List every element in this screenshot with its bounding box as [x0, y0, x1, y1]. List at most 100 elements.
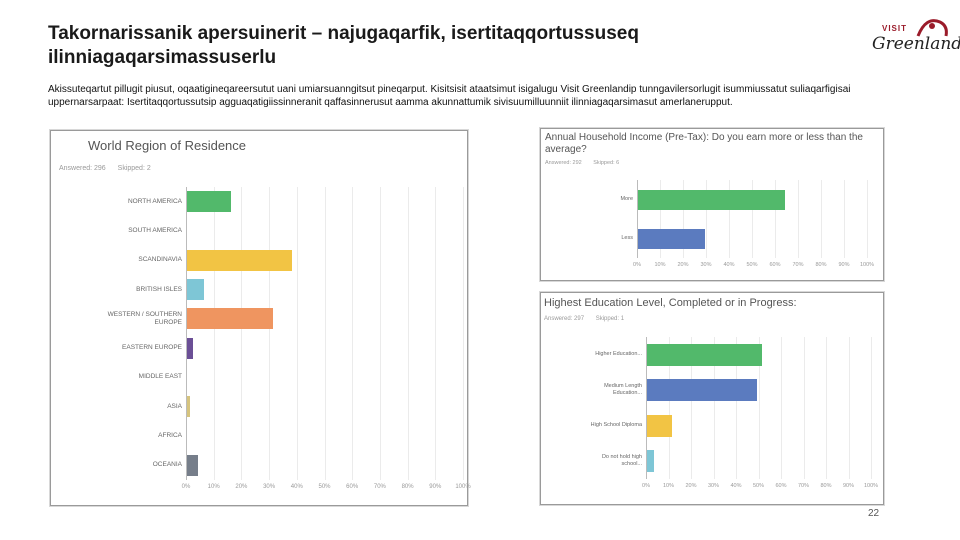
gridline [803, 337, 805, 479]
x-tick-label: 100% [455, 484, 471, 490]
gridline [736, 337, 737, 479]
region-chart-title: World Region of Residence [88, 138, 247, 153]
gridline [637, 180, 638, 258]
gridline [241, 187, 243, 480]
skipped-count: Skipped: 2 [117, 165, 151, 172]
bar [647, 414, 672, 437]
gridline [798, 180, 799, 258]
gridline [296, 187, 298, 480]
bar [187, 249, 293, 271]
x-tick-label: 10% [654, 262, 666, 268]
education-chart-meta: Answered: 297 Skipped: 1 [544, 316, 634, 322]
category-label: Less [621, 235, 633, 241]
gridline [269, 187, 271, 480]
logo-arch-icon [916, 19, 948, 37]
x-tick-label: 10% [207, 484, 220, 490]
gridline [844, 180, 845, 258]
x-tick-label: 30% [707, 483, 720, 489]
x-tick-label: 30% [263, 484, 276, 490]
gridline [781, 337, 782, 479]
region-chart-panel: World Region of Residence Answered: 296 … [50, 130, 471, 506]
education-chart-title: Highest Education Level, Completed or in… [544, 297, 797, 309]
gridline [871, 337, 872, 479]
x-tick-label: 0% [633, 262, 641, 268]
education-chart-panel: Highest Education Level, Completed or in… [540, 292, 884, 505]
income-chart-title: Annual Household Income (Pre-Tax): Do yo… [545, 132, 863, 155]
x-tick-label: 90% [429, 484, 442, 490]
category-label: AFRICA [158, 432, 182, 440]
gridline [775, 180, 776, 258]
bar [187, 454, 199, 476]
x-tick-label: 90% [842, 483, 855, 489]
x-tick-label: 70% [797, 483, 810, 489]
category-label: MIDDLE EAST [138, 373, 182, 381]
income-chart-meta: Answered: 292 Skipped: 6 [545, 160, 629, 166]
gridline [463, 187, 464, 480]
page-number: 22 [868, 508, 880, 519]
x-tick-label: 80% [815, 262, 827, 268]
category-label: High School Diploma [590, 422, 642, 429]
bar [187, 191, 232, 213]
x-tick-label: 90% [838, 262, 850, 268]
slide-title: Takornarissanik apersuinerit – najugaqar… [48, 23, 639, 68]
x-tick-label: 40% [723, 262, 735, 268]
gridline [826, 337, 827, 479]
category-label: WESTERN / SOUTHERN EUROPE [107, 310, 182, 326]
x-tick-label: 40% [290, 484, 303, 490]
bar [187, 279, 204, 301]
category-label: BRITISH ISLES [136, 285, 182, 293]
x-tick-label: 80% [401, 484, 414, 490]
bar [647, 450, 654, 473]
logo-visit-text: VISIT [882, 24, 908, 33]
bar [187, 396, 190, 418]
x-tick-label: 50% [746, 262, 758, 268]
category-label: NORTH AMERICA [127, 197, 182, 205]
category-label: SOUTH AMERICA [128, 226, 182, 234]
gridline [848, 337, 850, 479]
answered-count: Answered: 296 [59, 165, 106, 172]
bar [638, 228, 705, 249]
gridline [352, 187, 354, 480]
x-tick-label: 40% [730, 483, 742, 489]
x-tick-label: 0% [181, 484, 191, 490]
bar [647, 379, 758, 402]
gridline [729, 180, 730, 258]
x-tick-label: 80% [820, 483, 832, 489]
category-label: Higher Education... [595, 351, 642, 358]
x-tick-label: 100% [859, 262, 875, 268]
skipped-count: Skipped: 6 [593, 160, 620, 166]
answered-count: Answered: 292 [545, 160, 582, 166]
gridline [706, 180, 707, 258]
bar [187, 337, 193, 359]
gridline [186, 187, 187, 480]
x-tick-label: 100% [863, 483, 879, 489]
x-tick-label: 50% [752, 483, 765, 489]
x-tick-label: 70% [792, 262, 804, 268]
x-tick-label: 20% [685, 483, 697, 489]
x-tick-label: 20% [677, 262, 689, 268]
bar [638, 189, 786, 210]
gridline [213, 187, 215, 480]
bar [187, 308, 273, 330]
gridline [668, 337, 670, 479]
skipped-count: Skipped: 1 [595, 316, 625, 322]
gridline [821, 180, 822, 258]
gridline [758, 337, 760, 479]
gridline [646, 337, 647, 479]
gridline [435, 187, 437, 480]
bar [647, 343, 762, 366]
gridline [407, 187, 409, 480]
gridline [660, 180, 661, 258]
gridline [683, 180, 684, 258]
gridline [691, 337, 692, 479]
gridline [867, 180, 868, 258]
logo-greenland-text: Greenland [872, 34, 960, 54]
gridline [324, 187, 326, 480]
category-label: Medium Length Education... [604, 383, 642, 397]
x-tick-label: 0% [642, 483, 650, 489]
x-tick-label: 60% [775, 483, 787, 489]
gridline [379, 187, 381, 480]
gridline [752, 180, 753, 258]
x-tick-label: 10% [662, 483, 675, 489]
x-tick-label: 20% [235, 484, 248, 490]
